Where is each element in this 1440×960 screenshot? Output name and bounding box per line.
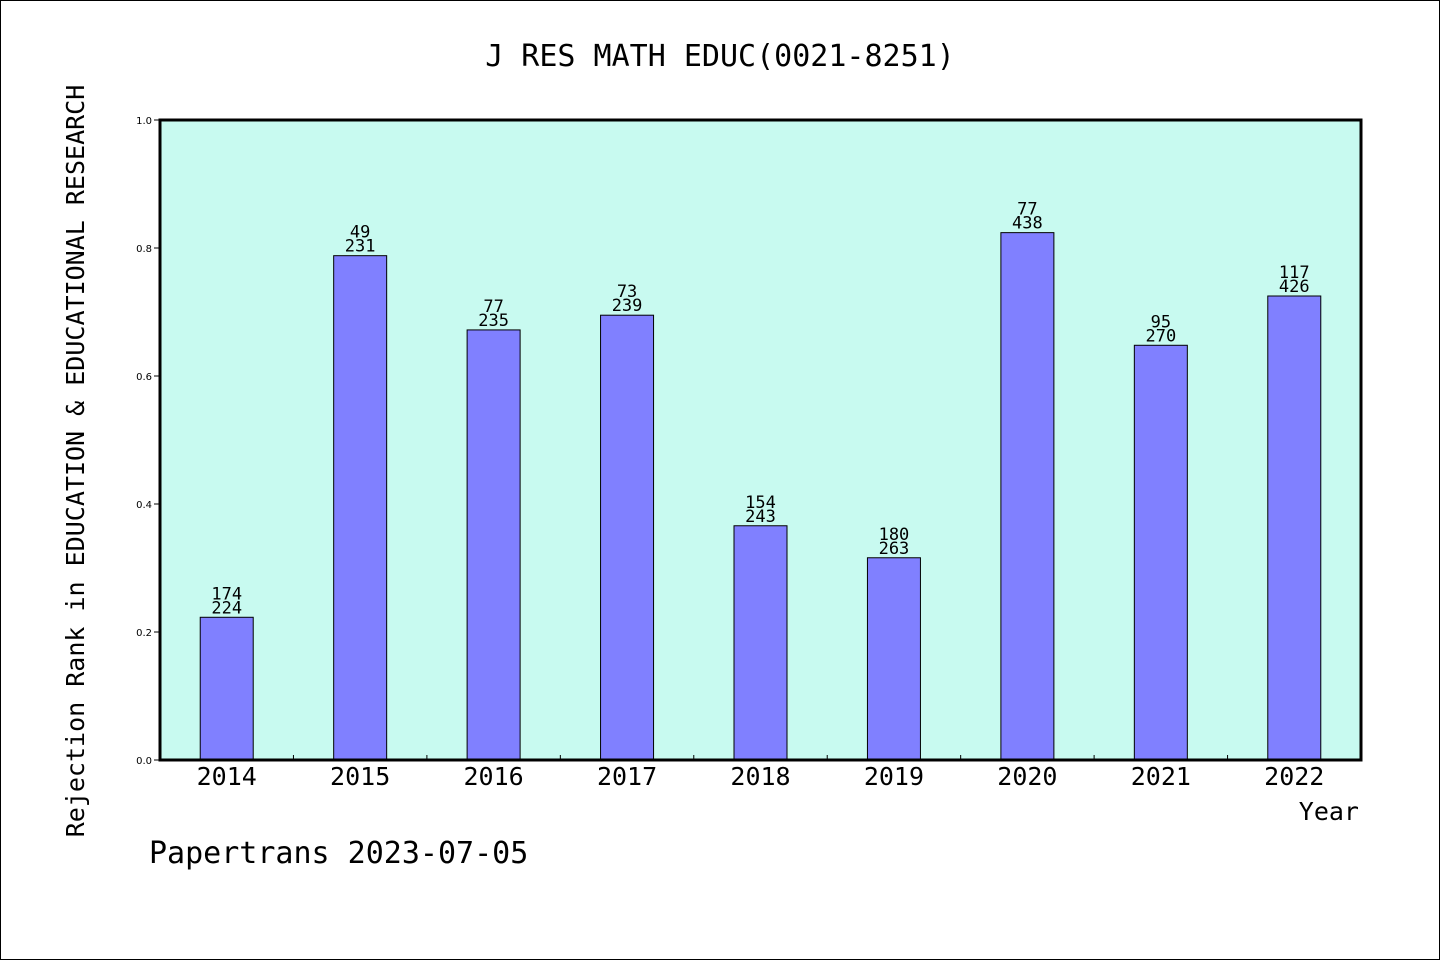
bar-label-top-2020: 77 [1017, 200, 1037, 220]
y-axis-label: Rejection Rank in EDUCATION & EDUCATIONA… [61, 85, 90, 838]
bar-label-top-2018: 154 [745, 493, 776, 513]
bar-labels-group: 1742244923177235732391542431802637743895… [211, 200, 1309, 619]
x-axis: 2014 2015 2016 2017 2018 2019 2020 2021 2022 [197, 755, 1324, 791]
x-tick-label-2021: 2021 [1131, 762, 1191, 791]
x-tick-label-2018: 2018 [730, 762, 790, 791]
bars-group [199, 232, 1322, 761]
bar-label-bottom-2016: 235 [478, 311, 509, 331]
x-tick-label-2015: 2015 [330, 762, 390, 791]
y-tick-label-0.4: 0.4 [136, 500, 152, 511]
bar-2018 [733, 525, 788, 761]
bar-2019 [866, 557, 921, 761]
bar-2022 [1267, 295, 1322, 761]
y-tick-label-0.2: 0.2 [136, 628, 152, 639]
bar-2021 [1133, 344, 1188, 761]
y-tick-label-0.6: 0.6 [136, 372, 152, 383]
bar-label-top-2019: 180 [879, 525, 910, 545]
bar-label-bottom-2014: 224 [211, 598, 242, 618]
bar-2017 [600, 314, 655, 761]
bar-label-bottom-2017: 239 [612, 296, 643, 316]
bar-label-top-2014: 174 [211, 584, 242, 604]
bar-label-bottom-2019: 263 [879, 539, 910, 559]
y-tick-label-0.0: 0.0 [136, 756, 152, 767]
bar-label-bottom-2020: 438 [1012, 214, 1043, 234]
bar-label-top-2017: 73 [617, 282, 637, 302]
y-tick-label-0.8: 0.8 [136, 244, 152, 255]
x-tick-label-2022: 2022 [1264, 762, 1324, 791]
footer-text: Papertrans 2023-07-05 [149, 836, 528, 871]
bar-label-top-2016: 77 [483, 297, 503, 317]
bar-label-top-2022: 117 [1279, 263, 1310, 283]
chart-title: J RES MATH EDUC(0021-8251) [485, 39, 955, 74]
bar-2015 [333, 255, 388, 761]
bar-2014 [199, 616, 254, 761]
x-tick-label-2019: 2019 [864, 762, 924, 791]
plot-border [158, 118, 1363, 762]
y-tick-label-1.0: 1.0 [136, 116, 152, 127]
x-tick-label-2014: 2014 [197, 762, 257, 791]
x-tick-label-2016: 2016 [464, 762, 524, 791]
bar-2016 [466, 329, 521, 761]
bar-label-bottom-2015: 231 [345, 237, 376, 257]
y-axis: 0.0 0.2 0.4 0.6 0.8 1.0 [136, 116, 160, 767]
bar-label-bottom-2018: 243 [745, 507, 776, 527]
bar-label-top-2015: 49 [350, 223, 370, 243]
x-tick-label-2020: 2020 [997, 762, 1057, 791]
bar-label-bottom-2022: 426 [1279, 277, 1310, 297]
bar-2020 [1000, 232, 1055, 761]
bar-label-top-2021: 95 [1151, 312, 1171, 332]
x-tick-label-2017: 2017 [597, 762, 657, 791]
bar-label-bottom-2021: 270 [1145, 326, 1176, 346]
x-axis-label: Year [1299, 797, 1359, 826]
